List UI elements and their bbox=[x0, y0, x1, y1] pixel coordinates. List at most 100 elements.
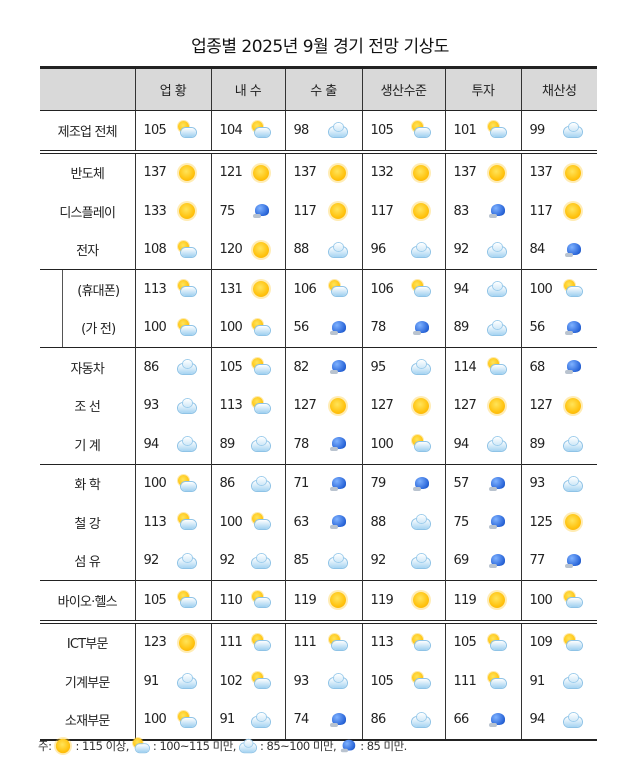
data-cell: 94 bbox=[444, 425, 521, 464]
index-value: 94 bbox=[453, 281, 470, 297]
row-label-text: 반도체 bbox=[70, 167, 105, 183]
rain-cloud-icon bbox=[328, 711, 348, 729]
index-value: 117 bbox=[529, 203, 553, 219]
data-cell: 121 bbox=[210, 149, 285, 192]
index-value: 133 bbox=[143, 203, 167, 219]
data-cell: 100 bbox=[520, 580, 597, 622]
index-value: 94 bbox=[143, 436, 160, 452]
data-cell: 105 bbox=[134, 110, 211, 152]
index-value: 127 bbox=[453, 398, 477, 414]
cloud-icon bbox=[411, 552, 431, 570]
cloud-icon bbox=[563, 672, 583, 690]
data-cell: 113 bbox=[134, 269, 211, 309]
data-cell: 137 bbox=[444, 149, 521, 192]
data-cell: 137 bbox=[134, 149, 211, 192]
index-value: 91 bbox=[529, 673, 546, 689]
data-cell: 56 bbox=[284, 308, 362, 348]
index-value: 137 bbox=[143, 165, 167, 181]
index-value: 92 bbox=[219, 553, 236, 569]
index-value: 105 bbox=[370, 673, 394, 689]
sun-behind-cloud-icon bbox=[251, 358, 271, 376]
data-cell: 96 bbox=[361, 230, 445, 270]
cloud-icon bbox=[251, 475, 271, 493]
rain-cloud-icon bbox=[328, 513, 348, 531]
data-cell: 93 bbox=[134, 386, 211, 425]
sun-behind-cloud-icon bbox=[487, 358, 507, 376]
column-header: 내 수 bbox=[210, 66, 285, 111]
table-row: (휴대폰) 113 131 106 106 94 100 bbox=[40, 269, 597, 309]
index-value: 79 bbox=[370, 476, 387, 492]
data-cell: 105 bbox=[361, 110, 445, 152]
data-cell: 101 bbox=[444, 110, 521, 152]
index-value: 127 bbox=[370, 398, 394, 414]
sun-icon bbox=[54, 738, 72, 754]
index-value: 69 bbox=[453, 553, 470, 569]
index-value: 94 bbox=[453, 436, 470, 452]
index-value: 101 bbox=[453, 122, 477, 138]
sun-icon bbox=[563, 202, 583, 220]
index-value: 88 bbox=[293, 242, 310, 258]
cloud-icon bbox=[411, 513, 431, 531]
rain-cloud-icon bbox=[563, 552, 583, 570]
data-cell: 85 bbox=[284, 541, 362, 581]
table-row: 제조업 전체 105 104 98 105 101 99 bbox=[40, 110, 597, 152]
index-value: 84 bbox=[529, 242, 546, 258]
cloud-icon bbox=[411, 358, 431, 376]
cloud-icon bbox=[239, 738, 257, 754]
index-value: 111 bbox=[293, 635, 317, 651]
data-cell: 91 bbox=[520, 662, 597, 701]
data-cell: 77 bbox=[520, 541, 597, 581]
row-label: 섬 유 bbox=[40, 542, 135, 581]
index-value: 119 bbox=[293, 592, 317, 608]
cloud-icon bbox=[177, 397, 197, 415]
sub-group-border bbox=[62, 308, 63, 347]
index-value: 137 bbox=[453, 165, 477, 181]
sun-behind-cloud-icon bbox=[487, 633, 507, 652]
data-cell: 100 bbox=[210, 503, 285, 542]
cloud-icon bbox=[328, 672, 348, 690]
data-cell: 94 bbox=[520, 700, 597, 741]
table-row: 조 선 93 113 127 127 127 127 bbox=[40, 386, 597, 426]
column-header: 생산수준 bbox=[361, 66, 445, 111]
index-value: 114 bbox=[453, 359, 477, 375]
data-cell: 127 bbox=[520, 386, 597, 425]
cloud-icon bbox=[411, 241, 431, 259]
index-value: 88 bbox=[370, 514, 387, 530]
index-value: 113 bbox=[370, 635, 394, 651]
sun-behind-cloud-icon bbox=[177, 710, 197, 729]
data-cell: 94 bbox=[444, 269, 521, 309]
index-value: 71 bbox=[293, 476, 310, 492]
sun-icon bbox=[328, 397, 348, 415]
data-cell: 104 bbox=[210, 110, 285, 152]
data-cell: 57 bbox=[444, 463, 521, 503]
sun-icon bbox=[411, 164, 431, 182]
data-cell: 66 bbox=[444, 700, 521, 741]
index-value: 100 bbox=[370, 436, 394, 452]
index-value: 125 bbox=[529, 514, 553, 530]
index-value: 117 bbox=[370, 203, 394, 219]
row-label: 조 선 bbox=[40, 387, 135, 426]
index-value: 137 bbox=[293, 165, 317, 181]
data-cell: 84 bbox=[520, 230, 597, 270]
cloud-icon bbox=[411, 711, 431, 729]
row-label: 반도체 bbox=[40, 149, 135, 192]
row-label-text: (휴대폰) bbox=[77, 283, 120, 299]
row-label: 기 계 bbox=[40, 425, 135, 464]
index-value: 121 bbox=[219, 165, 243, 181]
index-value: 83 bbox=[453, 203, 470, 219]
cloud-icon bbox=[487, 241, 507, 259]
data-cell: 109 bbox=[520, 619, 597, 662]
data-cell: 105 bbox=[361, 662, 445, 701]
data-cell: 78 bbox=[284, 425, 362, 464]
data-cell: 92 bbox=[444, 230, 521, 270]
data-cell: 111 bbox=[210, 619, 285, 662]
data-cell: 113 bbox=[134, 503, 211, 542]
sun-behind-cloud-icon bbox=[132, 737, 150, 754]
data-cell: 113 bbox=[361, 619, 445, 662]
column-header: 업 황 bbox=[134, 66, 211, 111]
index-value: 85 bbox=[293, 553, 310, 569]
data-cell: 89 bbox=[210, 425, 285, 464]
header-row: 업 황 내 수 수 출 생산수준 투자 채산성 bbox=[40, 66, 597, 111]
row-label-text: (가 전) bbox=[81, 322, 116, 338]
data-cell: 88 bbox=[361, 503, 445, 542]
